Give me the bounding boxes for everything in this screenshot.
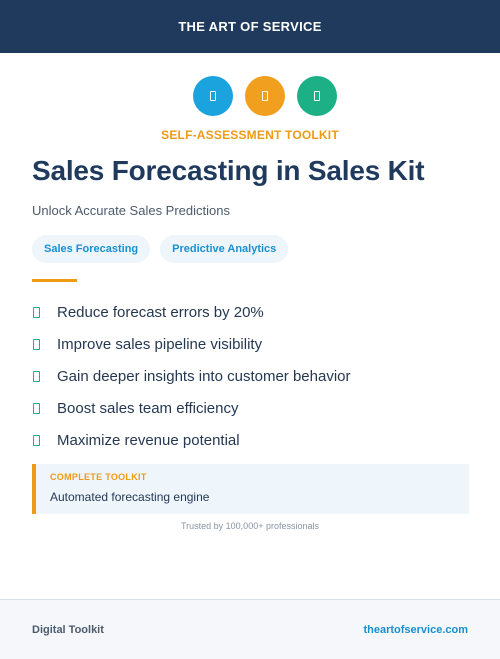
check-icon [33, 306, 40, 318]
benefit-text: Gain deeper insights into customer behav… [57, 367, 351, 385]
tag-list: Sales Forecasting Predictive Analytics [32, 235, 289, 263]
top-banner: THE ART OF SERVICE [0, 0, 500, 53]
callout-label: COMPLETE TOOLKIT [50, 472, 147, 482]
benefit-text: Improve sales pipeline visibility [57, 335, 263, 353]
page-title: Sales Forecasting in Sales Kit [32, 155, 425, 186]
list-item: Boost sales team efficiency [32, 392, 472, 424]
tag-sales-forecasting[interactable]: Sales Forecasting [32, 235, 151, 263]
list-item: Maximize revenue potential [32, 424, 472, 456]
tag-predictive-analytics[interactable]: Predictive Analytics [160, 235, 289, 263]
check-icon [33, 434, 40, 446]
benefit-text: Maximize revenue potential [57, 431, 240, 449]
document-icon [245, 76, 285, 116]
eyebrow-label: SELF-ASSESSMENT TOOLKIT [161, 128, 339, 142]
footer: Digital Toolkit theartofservice.com [0, 599, 500, 659]
check-icon [33, 370, 40, 382]
brand-name: THE ART OF SERVICE [178, 19, 322, 34]
trusted-note: Trusted by 100,000+ professionals [180, 521, 319, 531]
page-subtitle: Unlock Accurate Sales Predictions [32, 203, 230, 218]
document-icon [297, 76, 337, 116]
icon-row [0, 76, 500, 116]
toolkit-callout: COMPLETE TOOLKIT Automated forecasting e… [32, 464, 469, 514]
list-item: Reduce forecast errors by 20% [32, 296, 472, 328]
benefit-list: Reduce forecast errors by 20% Improve sa… [32, 296, 472, 456]
benefit-text: Boost sales team efficiency [57, 399, 239, 417]
accent-divider [32, 279, 77, 282]
footer-label: Digital Toolkit [32, 623, 104, 636]
list-item: Improve sales pipeline visibility [32, 328, 472, 360]
list-item: Gain deeper insights into customer behav… [32, 360, 472, 392]
benefit-text: Reduce forecast errors by 20% [57, 303, 264, 321]
document-icon [193, 76, 233, 116]
callout-text: Automated forecasting engine [50, 490, 210, 504]
check-icon [33, 402, 40, 414]
footer-link[interactable]: theartofservice.com [363, 623, 468, 636]
check-icon [33, 338, 40, 350]
